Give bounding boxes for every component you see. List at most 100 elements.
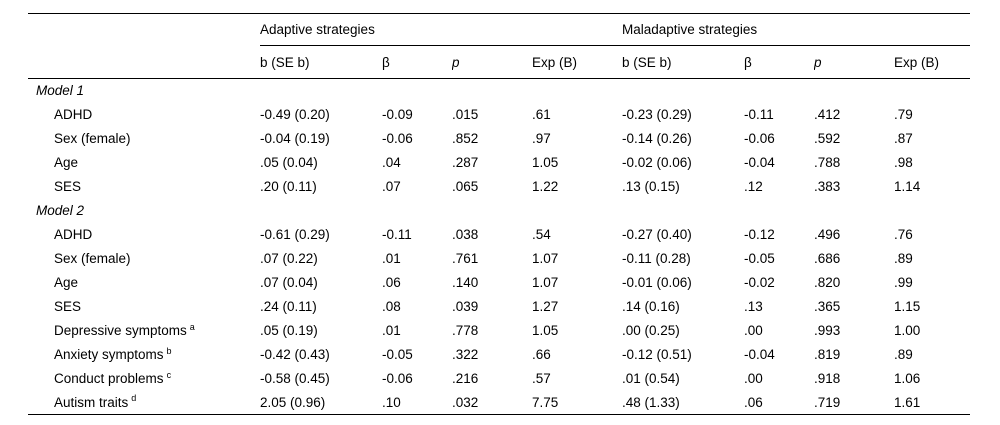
cell-adaptive-exp-b: 1.07: [532, 275, 559, 290]
cell-maladaptive-beta: .00: [744, 323, 763, 338]
cell-adaptive-exp-b: .61: [532, 107, 551, 122]
cell-adaptive-p: .015: [452, 107, 479, 122]
row-label-cell: Sex (female): [28, 127, 260, 151]
cell-adaptive-beta: .07: [382, 179, 401, 194]
model-title: Model 1: [28, 79, 970, 103]
cell-adaptive-b-se: .07 (0.04): [260, 275, 318, 290]
cell-adaptive-b-se: .05 (0.04): [260, 155, 318, 170]
table-row: ADHD -0.49 (0.20) -0.09 .015 .61 -0.23 (…: [28, 103, 970, 127]
cell-maladaptive-b-se: -0.11 (0.28): [622, 251, 691, 266]
row-label: SES: [54, 179, 82, 194]
cell-maladaptive-b-se: .01 (0.54): [622, 371, 680, 386]
cell-adaptive-p: .761: [452, 251, 479, 266]
cell-maladaptive-exp-b: .89: [894, 251, 913, 266]
table-row: SES .24 (0.11) .08 .039 1.27 .14 (0.16) …: [28, 295, 970, 319]
cell-adaptive-exp-b: 7.75: [532, 394, 559, 410]
cell-adaptive-exp-b: .57: [532, 371, 551, 386]
cell-adaptive-b-se: -0.61 (0.29): [260, 227, 330, 242]
cell-maladaptive-exp-b: .99: [894, 275, 913, 290]
col-header-beta: β: [744, 45, 815, 79]
regression-table: Adaptive strategies Maladaptive strategi…: [28, 13, 971, 415]
cell-maladaptive-exp-b: .79: [894, 107, 913, 122]
cell-adaptive-beta: .04: [382, 155, 401, 170]
cell-adaptive-b-se: .05 (0.19): [260, 323, 318, 338]
cell-adaptive-p: .778: [452, 323, 479, 338]
model-title-text: Model 2: [36, 203, 85, 218]
row-label: Anxiety symptoms: [54, 347, 164, 362]
table-row: ADHD -0.61 (0.29) -0.11 .038 .54 -0.27 (…: [28, 223, 970, 247]
cell-maladaptive-exp-b: 1.14: [894, 179, 921, 194]
group-header-row: Adaptive strategies Maladaptive strategi…: [28, 13, 971, 46]
row-label-cell: Sex (female): [28, 247, 260, 271]
row-label-cell: ADHD: [28, 103, 260, 127]
row-label-cell: Age: [28, 151, 260, 175]
table-body: Model 1 ADHD -0.49 (0.20) -0.09 .015 .61…: [28, 79, 971, 415]
row-label: ADHD: [54, 227, 93, 242]
cell-maladaptive-p: .412: [814, 107, 841, 122]
model-section-row: Model 2: [28, 199, 970, 223]
cell-adaptive-b-se: .20 (0.11): [260, 179, 317, 194]
stub-header-cell: [28, 45, 260, 79]
cell-maladaptive-beta: -0.02: [744, 275, 775, 290]
cell-maladaptive-p: .788: [814, 155, 841, 170]
column-header-row: b (SE b) β p Exp (B) b (SE b) β p Exp (B…: [28, 45, 971, 79]
cell-adaptive-beta: .06: [382, 275, 401, 290]
col-header-b-se: b (SE b): [260, 45, 382, 79]
row-label-cell: ADHD: [28, 223, 260, 247]
cell-adaptive-beta: -0.06: [382, 131, 413, 146]
cell-maladaptive-b-se: -0.01 (0.06): [622, 275, 692, 290]
row-label: Sex (female): [54, 251, 131, 266]
cell-adaptive-beta: -0.11: [382, 227, 412, 242]
cell-maladaptive-beta: -0.12: [744, 227, 775, 242]
table-row: Depressive symptoms a .05 (0.19) .01 .778…: [28, 319, 970, 343]
model-title-text: Model 1: [36, 83, 85, 99]
cell-maladaptive-p: .719: [814, 394, 841, 410]
row-superscript: d: [131, 393, 137, 404]
cell-adaptive-exp-b: 1.05: [532, 323, 559, 338]
cell-adaptive-exp-b: 1.27: [532, 299, 559, 314]
cell-adaptive-b-se: .24 (0.11): [260, 299, 317, 314]
cell-maladaptive-b-se: .13 (0.15): [622, 179, 680, 194]
col-header-p: p: [814, 45, 895, 79]
cell-maladaptive-exp-b: 1.61: [894, 394, 921, 410]
cell-maladaptive-beta: -0.04: [744, 155, 775, 170]
stub-header-cell: [28, 13, 260, 46]
cell-maladaptive-p: .365: [814, 299, 841, 314]
table-row: Sex (female) .07 (0.22) .01 .761 1.07 -0…: [28, 247, 970, 271]
table-row: Age .05 (0.04) .04 .287 1.05 -0.02 (0.06…: [28, 151, 970, 175]
cell-maladaptive-p: .918: [814, 371, 841, 386]
cell-adaptive-exp-b: 1.22: [532, 179, 559, 194]
row-label: SES: [54, 299, 82, 314]
cell-adaptive-exp-b: 1.05: [532, 155, 559, 170]
row-label-cell: SES: [28, 175, 260, 199]
cell-adaptive-b-se: -0.58 (0.45): [260, 371, 330, 386]
row-label: Conduct problems: [54, 371, 164, 386]
cell-maladaptive-b-se: .00 (0.25): [622, 323, 680, 338]
table-row: Anxiety symptoms b -0.42 (0.43) -0.05 .32…: [28, 343, 970, 367]
cell-maladaptive-b-se: -0.14 (0.26): [622, 131, 692, 146]
cell-maladaptive-p: .819: [814, 347, 841, 362]
cell-maladaptive-p: .496: [814, 227, 841, 242]
cell-maladaptive-p: .820: [814, 275, 841, 290]
row-label-cell: SES: [28, 295, 260, 319]
cell-maladaptive-beta: -0.11: [744, 107, 774, 122]
cell-adaptive-p: .039: [452, 299, 479, 314]
row-label: Depressive symptoms: [54, 323, 187, 338]
table-row: SES .20 (0.11) .07 .065 1.22 .13 (0.15) …: [28, 175, 970, 199]
cell-maladaptive-b-se: .14 (0.16): [622, 299, 680, 314]
cell-adaptive-p: .322: [452, 347, 479, 362]
cell-adaptive-beta: .08: [382, 299, 401, 314]
row-label: Age: [54, 155, 79, 170]
group-header-adaptive: Adaptive strategies: [260, 13, 623, 46]
cell-adaptive-b-se: -0.42 (0.43): [260, 347, 330, 362]
cell-maladaptive-p: .383: [814, 179, 841, 194]
cell-maladaptive-exp-b: 1.06: [894, 371, 921, 386]
cell-maladaptive-beta: -0.06: [744, 131, 775, 146]
cell-adaptive-exp-b: 1.07: [532, 251, 559, 266]
cell-adaptive-beta: .10: [382, 394, 401, 410]
cell-adaptive-b-se: 2.05 (0.96): [260, 394, 326, 410]
row-label: ADHD: [54, 107, 93, 122]
cell-adaptive-p: .038: [452, 227, 479, 242]
cell-adaptive-exp-b: .66: [532, 347, 551, 362]
